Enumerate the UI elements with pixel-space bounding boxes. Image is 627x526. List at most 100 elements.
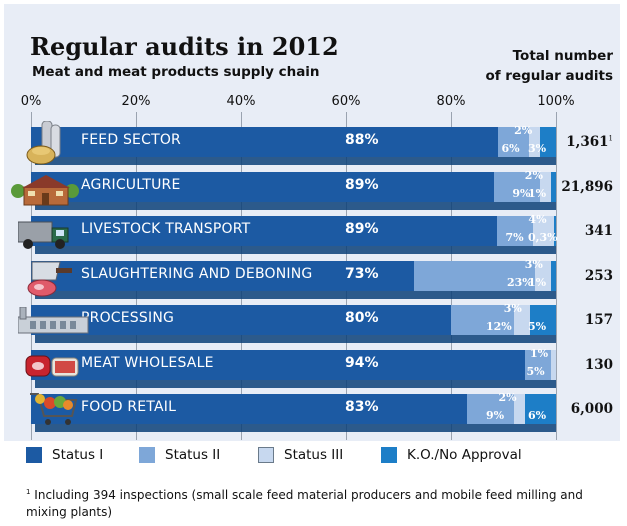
x-tick-label: 60% <box>331 94 361 109</box>
status-iii-value: 2% <box>498 391 517 404</box>
farm-house-icon <box>8 173 82 211</box>
bar-shadow <box>35 379 556 388</box>
bar-segment-status-iii <box>535 260 551 291</box>
status-i-value: 89% <box>344 176 379 193</box>
total-audits-value: 1,3611 <box>566 134 613 150</box>
status-i-value: 88% <box>344 132 379 148</box>
footnote-mark: 1 <box>608 134 613 143</box>
status-ii-value: 9% <box>486 409 505 422</box>
legend-item: K.O./No Approval <box>381 447 522 463</box>
total-audits-value: 130 <box>584 356 613 373</box>
bar-segment-status-i <box>31 349 525 380</box>
bar-segment-status-iii <box>550 349 556 380</box>
bar-shadow <box>35 290 556 299</box>
legend-item: Status II <box>139 447 220 463</box>
meat-cuts-icon <box>24 350 82 386</box>
bar-segment-status-iii <box>529 127 541 157</box>
category-label: FEED SECTOR <box>81 132 181 148</box>
bar-shadow <box>35 424 556 432</box>
ko-value: 1% <box>528 275 547 289</box>
stacked-bar <box>31 349 556 380</box>
x-tick-label: 40% <box>226 94 256 109</box>
status-iii-value: 1% <box>530 346 549 360</box>
bar-segment-status-ii <box>496 216 534 246</box>
bar-segment-status-ii <box>524 349 551 380</box>
x-tick-label: 20% <box>121 94 151 109</box>
gridline <box>556 112 557 440</box>
bar-segment-status-i <box>31 216 497 246</box>
bar-segment-status-ii <box>497 127 530 157</box>
legend-label: K.O./No Approval <box>407 447 522 463</box>
chart-title: Regular audits in 2012 <box>30 32 339 61</box>
bar-segment-status-ii <box>466 394 514 424</box>
ko-value: 5% <box>528 320 547 333</box>
processing-plant-icon <box>17 306 90 341</box>
category-label: SLAUGHTERING AND DEBONING <box>81 265 313 282</box>
bar-segment-status-i <box>31 305 451 335</box>
ko-value: 3% <box>528 142 547 155</box>
bar-segment-status-i <box>31 260 415 291</box>
bar-segment-status-i <box>31 127 498 157</box>
legend-label: Status I <box>52 447 104 463</box>
bar-shadow <box>35 157 556 165</box>
bar-segment-status-ii <box>451 305 514 335</box>
legend: Status I Status II Status III K.O./No Appro… <box>26 447 616 471</box>
ko-value: 6% <box>528 409 547 422</box>
shopping-cart-icon <box>28 390 80 432</box>
x-tick-label: 100% <box>537 94 575 109</box>
total-heading-line2: of regular audits <box>485 68 613 84</box>
bar-row: FOOD RETAIL 83% 9% 2% 6% <box>31 391 556 432</box>
legend-item: Status III <box>258 447 343 463</box>
status-i-value: 94% <box>344 354 379 371</box>
feed-silo-icon <box>24 120 84 169</box>
category-label: PROCESSING <box>81 310 175 326</box>
total-audits-value: 253 <box>584 267 613 284</box>
bar-segment-k-o-no-approval <box>529 305 556 335</box>
status-iii-value: 3% <box>524 257 543 271</box>
legend-label: Status III <box>284 447 344 463</box>
bar-row: PROCESSING 80% 12% 3% 5% <box>31 302 556 343</box>
total-audits-value: 157 <box>584 312 613 328</box>
ko-value: 1% <box>528 186 547 200</box>
bar-row: MEAT WHOLESALE 94% 5% 1% <box>31 346 556 388</box>
status-i-value: 83% <box>344 399 379 415</box>
bar-segment-k-o-no-approval <box>554 216 556 246</box>
stacked-bar <box>31 260 556 291</box>
status-i-value: 89% <box>344 221 379 237</box>
total-audits-heading: Total number of regular audits <box>433 46 613 86</box>
bar-shadow <box>35 335 556 343</box>
stacked-bar <box>31 127 556 157</box>
bar-segment-status-iii <box>540 171 551 202</box>
truck-icon <box>17 216 74 254</box>
bar-segment-status-iii <box>514 305 530 335</box>
bar-row: LIVESTOCK TRANSPORT 89% 7% 4% 0,3% <box>31 213 558 254</box>
bar-row: AGRICULTURE 89% 9% 2% 1% <box>31 168 556 210</box>
category-label: MEAT WHOLESALE <box>81 354 214 371</box>
status-iii-value: 2% <box>524 168 543 182</box>
bar-segment-k-o-no-approval <box>524 394 556 424</box>
total-heading-line1: Total number <box>512 48 613 64</box>
footnote: 1 Including 394 inspections (small scale… <box>26 484 606 521</box>
status-ii-value: 7% <box>505 231 524 244</box>
bar-segment-status-iii <box>514 394 525 424</box>
status-ii-value: 12% <box>486 320 512 333</box>
legend-swatch <box>139 447 155 463</box>
bar-segment-status-ii <box>493 171 541 202</box>
legend-swatch <box>258 447 274 463</box>
bar-segment-k-o-no-approval <box>550 171 556 202</box>
bar-segment-k-o-no-approval <box>540 127 556 157</box>
bar-segment-status-iii <box>533 216 555 246</box>
status-iii-value: 2% <box>514 124 533 137</box>
ko-value: 0,3% <box>528 231 558 244</box>
status-iii-value: 3% <box>503 302 522 315</box>
status-ii-value: 5% <box>526 364 545 378</box>
status-i-value: 80% <box>344 310 379 326</box>
bar-row: SLAUGHTERING AND DEBONING 73% 23% 3% 1% <box>31 257 556 299</box>
bar-segment-status-i <box>31 171 494 202</box>
category-label: LIVESTOCK TRANSPORT <box>81 221 251 237</box>
status-iii-value: 4% <box>528 213 547 226</box>
category-label: FOOD RETAIL <box>81 399 177 415</box>
chart-subtitle: Meat and meat products supply chain <box>32 64 320 80</box>
total-audits-value: 21,896 <box>561 178 613 195</box>
footnote-text: Including 394 inspections (small scale f… <box>26 488 583 519</box>
